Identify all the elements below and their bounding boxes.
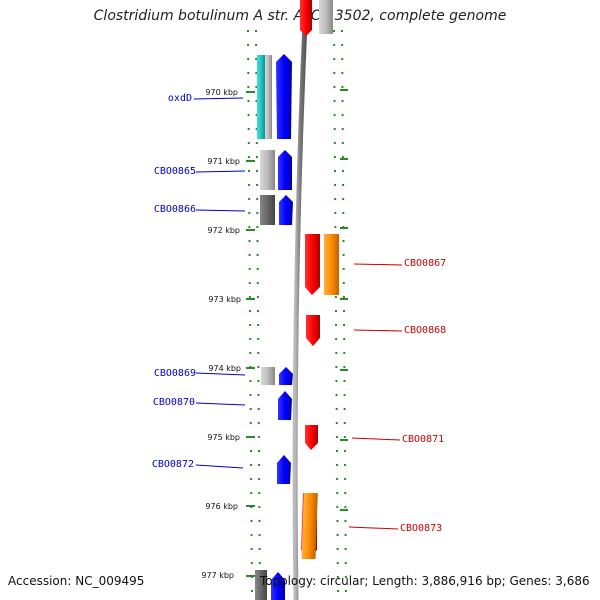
CBO0868-reverse-cds[interactable] [306, 315, 320, 346]
kbp-label-971: 971 kbp [207, 157, 240, 166]
CBO0869-frame [261, 367, 275, 385]
gene-label-CBO0867[interactable]: CBO0867 [404, 258, 446, 269]
CBO0866-frame [260, 195, 275, 225]
gene-label-CBO0869[interactable]: CBO0869 [154, 368, 196, 379]
gene-label-CBO0866[interactable]: CBO0866 [154, 204, 196, 215]
right-leader-lines [348, 263, 403, 530]
CBO0866-forward-cds[interactable] [279, 195, 293, 225]
left-leader-lines [193, 97, 246, 469]
kbp-label-977: 977 kbp [201, 571, 234, 580]
CBO0869-forward-cds[interactable] [279, 367, 293, 385]
oxdD-forward-cds[interactable] [276, 54, 292, 139]
CBO0865-forward-cds[interactable] [278, 150, 292, 190]
gene-label-CBO0873[interactable]: CBO0873 [400, 523, 442, 534]
oxdD-frame-gray [265, 55, 272, 139]
right-dotted-grid [341, 29, 347, 599]
gene-label-CBO0871[interactable]: CBO0871 [402, 434, 444, 445]
top-gray-frame [319, 0, 333, 34]
top-reverse-cds[interactable] [300, 0, 312, 36]
gene-label-CBO0868[interactable]: CBO0868 [404, 325, 446, 336]
CBO0867-reverse-cds[interactable] [305, 234, 320, 295]
CBO0870-forward-cds[interactable] [278, 391, 292, 420]
genome-summary-text: Topology: circular; Length: 3,886,916 bp… [260, 574, 590, 588]
genome-backbone [292, 0, 309, 600]
kbp-label-970: 970 kbp [205, 88, 238, 97]
gene-label-oxdD[interactable]: oxdD [168, 93, 192, 104]
CBO0865-frame [260, 150, 275, 190]
left-dotted-grid [247, 29, 253, 599]
kbp-tick-marks [246, 89, 348, 577]
CBO0873-frame [301, 493, 318, 559]
kbp-label-976: 976 kbp [205, 502, 238, 511]
gene-label-CBO0865[interactable]: CBO0865 [154, 166, 196, 177]
right-inner-dotted-grid [333, 29, 339, 599]
kbp-label-975: 975 kbp [207, 433, 240, 442]
CBO0867-frame [324, 234, 339, 295]
gene-label-CBO0870[interactable]: CBO0870 [153, 397, 195, 408]
CBO0872-forward-cds[interactable] [277, 455, 291, 484]
CBO0871-reverse-cds[interactable] [305, 425, 318, 450]
bottom-forward-cds[interactable] [271, 572, 285, 600]
kbp-label-973: 973 kbp [208, 295, 241, 304]
kbp-label-974: 974 kbp [208, 364, 241, 373]
gene-label-CBO0872[interactable]: CBO0872 [152, 459, 194, 470]
oxdD-frame-teal [257, 55, 266, 139]
accession-text: Accession: NC_009495 [8, 574, 145, 588]
bottom-dark-frame [255, 570, 267, 600]
kbp-label-972: 972 kbp [207, 226, 240, 235]
